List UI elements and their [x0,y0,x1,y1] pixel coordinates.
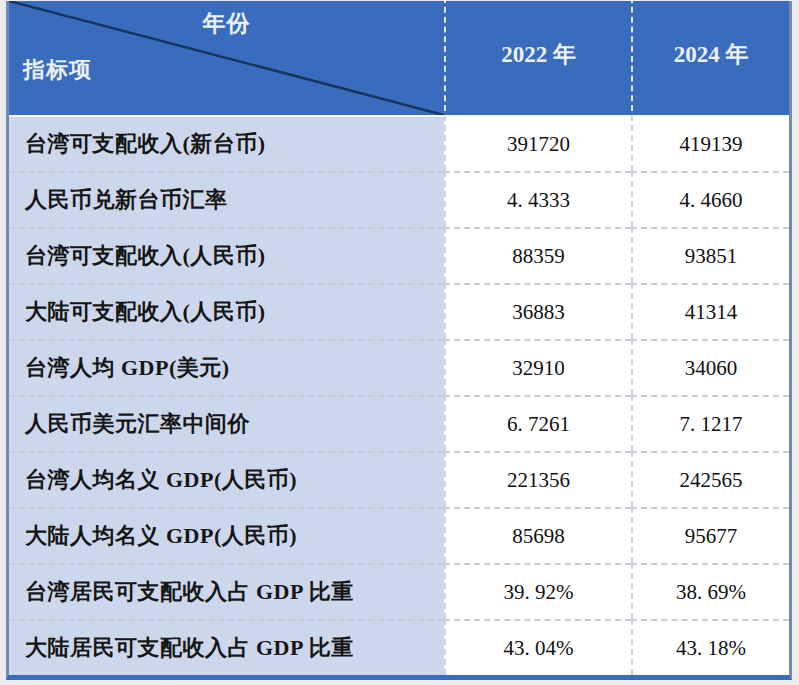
table-header: 年份 指标项 2022 年 2024 年 [9,1,789,115]
value-cell-2022: 85698 [444,507,631,563]
row-label-cell: 台湾居民可支配收入占 GDP 比重 [9,563,444,619]
table-row: 大陆人均名义 GDP(人民币) 85698 95677 [9,507,789,563]
value-cell-2024: 95677 [631,507,789,563]
table-body: 台湾可支配收入(新台币) 391720 419139 人民币兑新台币汇率 4. … [9,115,789,675]
corner-label-indicator: 指标项 [23,55,92,85]
value-cell-2024: 419139 [631,115,789,171]
table-row: 大陆居民可支配收入占 GDP 比重 43. 04% 43. 18% [9,619,789,675]
column-header-2022: 2022 年 [444,0,631,111]
row-label-cell: 大陆可支配收入(人民币) [9,283,444,339]
value-cell-2022: 32910 [444,339,631,395]
value-cell-2024: 38. 69% [631,563,789,619]
table-row: 台湾可支配收入(新台币) 391720 419139 [9,115,789,171]
row-label-cell: 人民币兑新台币汇率 [9,171,444,227]
value-cell-2022: 88359 [444,227,631,283]
value-cell-2024: 93851 [631,227,789,283]
row-label-cell: 人民币美元汇率中间价 [9,395,444,451]
value-cell-2024: 4. 4660 [631,171,789,227]
value-cell-2022: 39. 92% [444,563,631,619]
diagonal-corner-cell: 年份 指标项 [9,1,444,115]
value-cell-2022: 391720 [444,115,631,171]
row-label-cell: 台湾可支配收入(新台币) [9,115,444,171]
row-label-cell: 大陆人均名义 GDP(人民币) [9,507,444,563]
row-label-cell: 台湾人均 GDP(美元) [9,339,444,395]
value-cell-2022: 221356 [444,451,631,507]
value-cell-2024: 7. 1217 [631,395,789,451]
value-cell-2024: 34060 [631,339,789,395]
row-label-cell: 大陆居民可支配收入占 GDP 比重 [9,619,444,675]
table-row: 台湾居民可支配收入占 GDP 比重 39. 92% 38. 69% [9,563,789,619]
value-cell-2024: 43. 18% [631,619,789,675]
comparison-table: 年份 指标项 2022 年 2024 年 台湾可支配收入(新台币) 391720… [6,1,792,680]
value-cell-2024: 41314 [631,283,789,339]
row-label-cell: 台湾可支配收入(人民币) [9,227,444,283]
value-cell-2022: 36883 [444,283,631,339]
table-row: 台湾可支配收入(人民币) 88359 93851 [9,227,789,283]
value-cell-2022: 4. 4333 [444,171,631,227]
table-row: 台湾人均名义 GDP(人民币) 221356 242565 [9,451,789,507]
value-cell-2022: 43. 04% [444,619,631,675]
table-row: 台湾人均 GDP(美元) 32910 34060 [9,339,789,395]
table-row: 人民币兑新台币汇率 4. 4333 4. 4660 [9,171,789,227]
table-row: 人民币美元汇率中间价 6. 7261 7. 1217 [9,395,789,451]
value-cell-2024: 242565 [631,451,789,507]
table-row: 大陆可支配收入(人民币) 36883 41314 [9,283,789,339]
row-label-cell: 台湾人均名义 GDP(人民币) [9,451,444,507]
value-cell-2022: 6. 7261 [444,395,631,451]
column-header-2024: 2024 年 [631,0,789,111]
corner-label-year: 年份 [9,8,444,39]
